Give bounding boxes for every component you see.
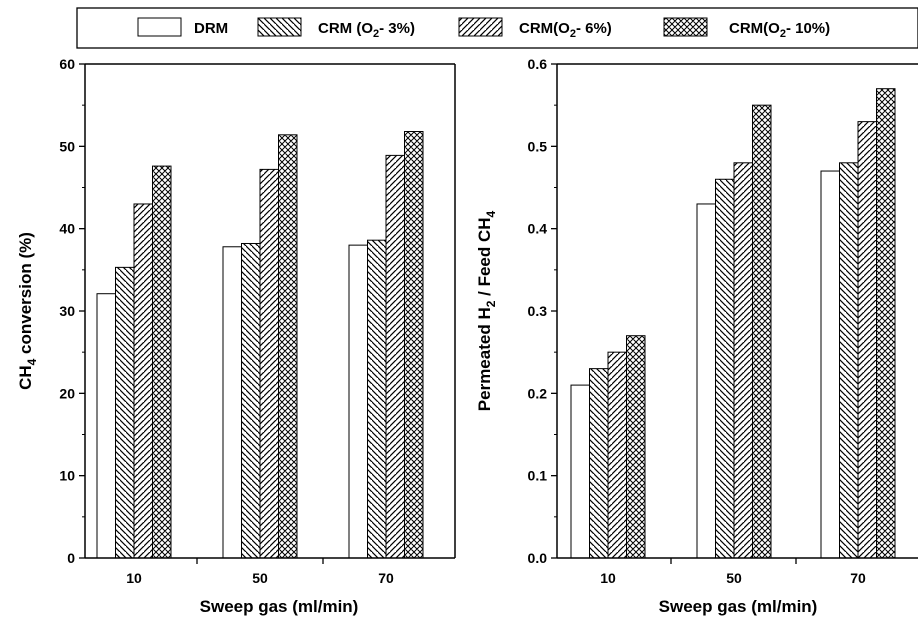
y-tick-label: 40 [59,221,75,237]
x-tick-label: 70 [378,570,394,586]
y-tick-label: 0.2 [528,385,548,401]
y-tick-label: 0.1 [528,468,548,484]
bar-2-50 [241,242,261,559]
bar-3-70 [857,121,877,559]
bar-1-10 [96,293,116,559]
bar-3-50 [259,168,279,559]
bar-3-70 [385,154,405,559]
x-tick-label: 70 [850,570,866,586]
chart-ch4-conversion: 0 10 20 30 40 50 60 10 50 70 Sweep gas (ml/min) CH4… [16,56,456,616]
y-axis-title: Permeated H2 / Feed CH4 [475,210,498,411]
y-axis-title: CH4 conversion (%) [16,232,39,390]
legend-swatch-3 [458,17,503,37]
legend-swatch-4 [663,17,708,37]
bar-4-50 [752,104,772,559]
y-tick-label: 0 [67,550,75,566]
y-tick-label: 50 [59,138,75,154]
bar-3-50 [733,162,753,559]
bar-4-10 [626,335,646,559]
bar-3-10 [133,203,153,559]
legend-label-1: DRM [194,20,228,37]
bar-3-10 [607,351,627,559]
x-axis-title: Sweep gas (ml/min) [200,597,359,616]
bar-1-50 [696,203,716,559]
y-tick-label: 0.3 [528,303,548,319]
legend: DRM CRM (O2- 3%) CRM(O2- 6%) CRM(O2- 10%) [76,7,918,49]
legend-label-3: CRM(O2- 6%) [519,20,612,40]
y-tick-label: 10 [59,468,75,484]
x-axis-title: Sweep gas (ml/min) [659,597,818,616]
legend-label-4: CRM(O2- 10%) [729,20,830,40]
x-tick-label: 10 [600,570,616,586]
legend-swatch-1 [137,17,182,37]
legend-swatch-2 [257,17,302,37]
legend-label-2: CRM (O2- 3%) [318,20,415,40]
bar-4-70 [876,88,896,559]
bar-1-10 [570,384,590,559]
y-tick-label: 0.6 [528,56,548,72]
chart-permeated-h2: 0.0 0.1 0.2 0.3 0.4 0.5 0.6 10 50 70 Sweep gas (ml… [475,56,918,616]
bar-2-70 [839,162,859,559]
y-tick-label: 0.0 [528,550,548,566]
x-tick-label: 50 [252,570,268,586]
bar-2-70 [367,239,387,559]
y-tick-label: 60 [59,56,75,72]
x-tick-label: 10 [126,570,142,586]
y-tick-label: 0.5 [528,138,548,154]
bar-4-10 [152,165,172,559]
x-tick-label: 50 [726,570,742,586]
bar-1-70 [820,170,840,559]
bar-2-10 [115,266,135,559]
bar-2-10 [589,368,609,559]
bar-2-50 [715,178,735,559]
y-tick-label: 0.4 [528,221,548,237]
bar-4-50 [278,134,298,559]
bar-1-70 [348,244,368,559]
y-tick-label: 20 [59,385,75,401]
bar-1-50 [222,246,242,559]
bar-4-70 [404,131,424,559]
y-tick-label: 30 [59,303,75,319]
